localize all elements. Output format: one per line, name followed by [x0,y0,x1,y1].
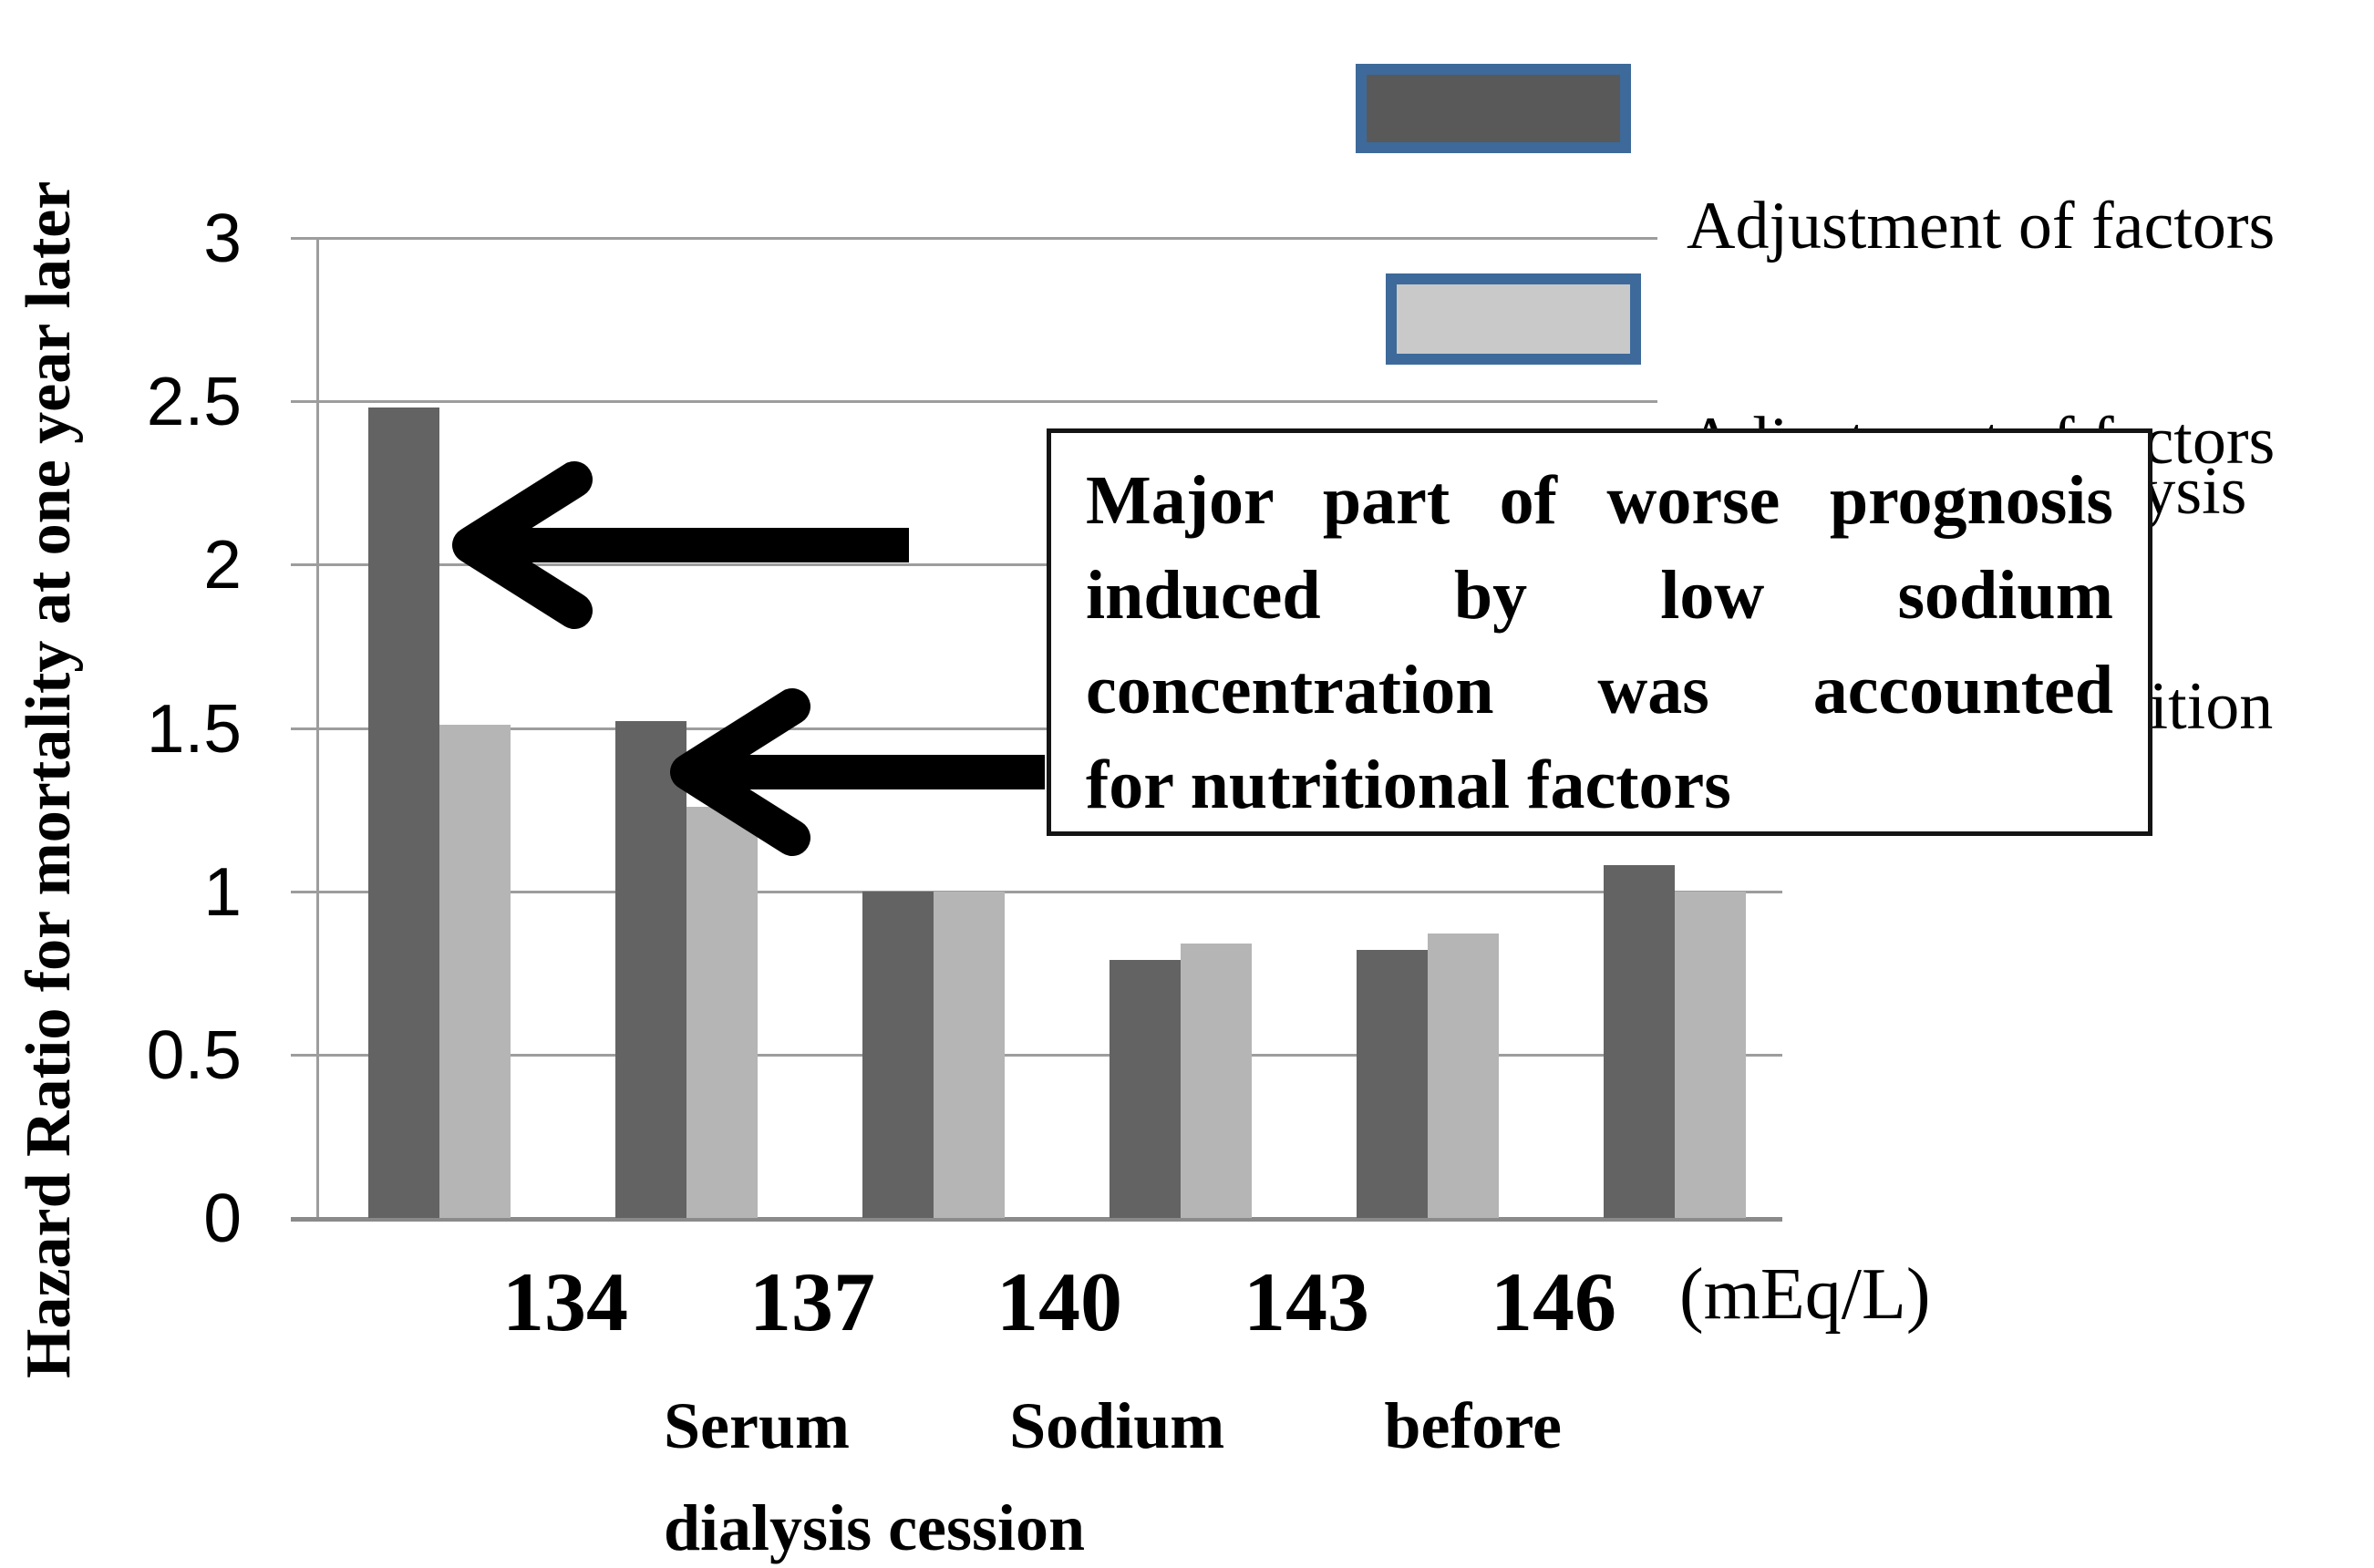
gridline-0 [291,1217,1782,1222]
gridline-2 [291,563,1782,567]
x-tick-label-140: 140 [996,1255,1122,1348]
y-tick-label-2: 2 [203,526,242,603]
y-tick-label-2.5: 2.5 [146,363,242,440]
gridline-0.5 [291,1053,1782,1057]
y-tick-label-0.5: 0.5 [146,1016,242,1093]
bar-nutrition-3 [1181,944,1252,1218]
gridline-2.5 [291,400,1782,404]
x-tick-label-134: 134 [502,1255,628,1348]
y-tick-label-1.5: 1.5 [146,689,242,767]
x-axis-unit: (mEq/L) [1679,1254,1931,1335]
bar-dialysis-0 [368,407,439,1218]
y-tick-label-1: 1 [203,852,242,930]
bar-nutrition-5 [1675,891,1746,1218]
gridline-1 [291,890,1782,893]
legend-background [1657,0,2374,425]
bar-nutrition-1 [686,806,758,1218]
legend-label-dialysis-line1: Adjustment of factors [1687,189,2276,263]
bar-dialysis-5 [1604,865,1675,1218]
x-axis-title: Serum Sodium before dialysis cession [664,1375,1562,1568]
bar-nutrition-4 [1428,934,1499,1218]
x-tick-label-143: 143 [1244,1255,1369,1348]
x-axis-title-line1: Serum Sodium before [664,1389,1562,1462]
y-tick-label-3: 3 [203,200,242,276]
bar-dialysis-1 [615,721,686,1218]
annotation-line1: Major part of worse prognosis [1086,462,2113,539]
y-tick-label-0: 0 [203,1180,242,1256]
legend-swatch-dialysis [1356,64,1631,153]
gridline-3 [291,237,1782,240]
legend-swatch-nutrition [1386,273,1641,365]
bar-dialysis-3 [1110,959,1181,1218]
x-tick-label-146: 146 [1491,1255,1616,1348]
gridline-1.5 [291,727,1782,730]
bar-nutrition-0 [439,724,511,1218]
annotation-box: Major part of worse prognosis induced by… [1047,428,2152,836]
bar-dialysis-2 [862,891,934,1218]
plot-area [291,237,1782,1222]
x-tick-label-137: 137 [749,1255,875,1348]
annotation-line3: concentration was accounted [1086,652,2113,728]
x-axis-title-line2: dialysis cession [664,1491,1086,1564]
bar-dialysis-4 [1357,950,1428,1218]
annotation-line2: induced by low sodium [1086,557,2113,634]
bar-nutrition-2 [934,891,1005,1218]
annotation-line4: for nutritional factors [1086,747,1731,823]
